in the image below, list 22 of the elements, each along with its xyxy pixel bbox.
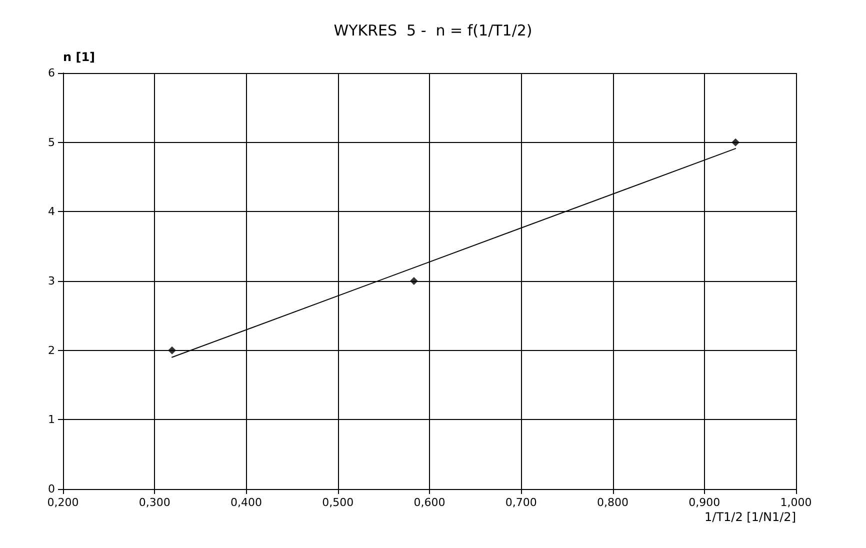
y-tick-label: 4 bbox=[48, 205, 55, 218]
point bbox=[168, 346, 176, 354]
x-tick-label: 0,400 bbox=[230, 496, 262, 509]
x-tick-label: 1,000 bbox=[780, 496, 812, 509]
x-axis-title: 1/T1/2 [1/N1/2] bbox=[704, 510, 796, 524]
y-tick-label: 3 bbox=[48, 274, 55, 288]
chart-title: WYKRES 5 - n = f(1/T1/2) bbox=[334, 22, 532, 40]
x-tick-label: 0,900 bbox=[688, 496, 720, 509]
x-tick-label: 0,800 bbox=[597, 496, 628, 509]
y-tick-label: 1 bbox=[48, 413, 55, 426]
y-tick-label: 6 bbox=[48, 66, 55, 80]
point bbox=[410, 277, 418, 285]
x-tick-label: 0,300 bbox=[138, 496, 170, 509]
y-tick-label: 5 bbox=[48, 136, 55, 149]
x-tick-label: 0,200 bbox=[47, 496, 79, 509]
x-tick-label: 0,600 bbox=[414, 496, 446, 509]
x-tick-label: 0,500 bbox=[322, 496, 354, 509]
x-tick-label: 0,700 bbox=[505, 496, 537, 509]
y-axis-title: n [1] bbox=[63, 50, 96, 64]
point bbox=[732, 138, 740, 146]
y-tick-label: 2 bbox=[48, 344, 55, 357]
y-tick-label: 0 bbox=[48, 482, 55, 496]
